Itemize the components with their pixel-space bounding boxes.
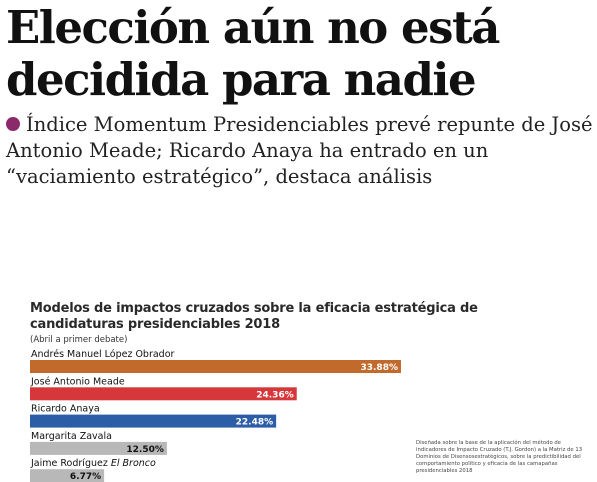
bar (30, 441, 167, 455)
chart-footnote: Diseñada sobre la base de la aplicación … (416, 440, 583, 474)
value-label: 24.36% (256, 390, 294, 400)
bullet-dot (6, 117, 20, 131)
value-label: 33.88% (360, 363, 398, 373)
bar (30, 387, 297, 401)
value-label: 12.50% (126, 445, 164, 455)
dek: Índice Momentum Presidenciables prevé re… (6, 112, 594, 190)
chart-subtitle: (Abril a primer debate) (30, 335, 128, 345)
value-label: 6.77% (70, 472, 101, 482)
chart-title: Modelos de impactos cruzados sobre la ef… (30, 301, 478, 332)
category-label: Jaime Rodríguez El Bronco (30, 458, 156, 469)
category-label: Ricardo Anaya (31, 404, 100, 415)
headline: Elección aún no está decidida para nadie (6, 1, 500, 106)
bar (30, 469, 105, 482)
category-label: Andrés Manuel López Obrador (31, 349, 175, 360)
bar (30, 414, 277, 428)
bar (30, 360, 401, 373)
category-label: José Antonio Meade (30, 376, 125, 387)
value-label: 22.48% (236, 418, 274, 428)
category-label: Margarita Zavala (31, 431, 112, 442)
dek-text: Índice Momentum Presidenciables prevé re… (6, 113, 593, 188)
